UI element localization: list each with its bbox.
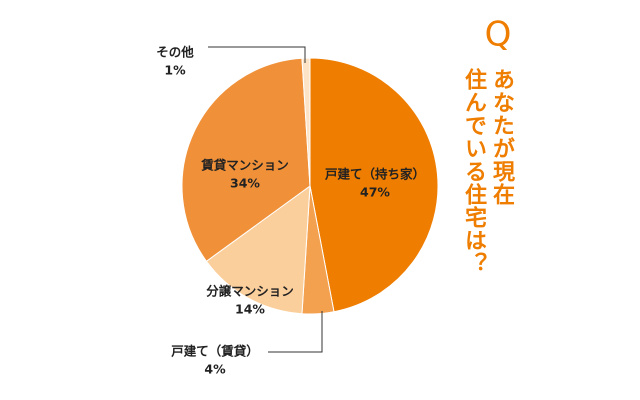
slice-label: 賃貸マンション	[200, 158, 289, 173]
q-mark: Q	[485, 15, 512, 55]
pie-slice	[301, 57, 311, 187]
slice-value: 4%	[204, 362, 226, 377]
pie-slice	[309, 57, 439, 313]
slice-label: 戸建て（持ち家）	[325, 167, 425, 182]
leader-line	[208, 46, 306, 63]
pie-slice	[181, 57, 311, 262]
slice-value: 47%	[360, 185, 390, 200]
slice-label: 分譲マンション	[206, 284, 294, 299]
leader-line	[268, 311, 323, 353]
title-line: 住んでいる住宅は？	[461, 68, 486, 275]
slice-label: 戸建て（賃貸）	[171, 344, 259, 359]
slice-value: 1%	[164, 63, 186, 78]
pie-slice	[205, 184, 311, 315]
slice-value: 14%	[235, 302, 265, 317]
slice-value: 34%	[230, 176, 260, 191]
slice-label: その他	[156, 45, 194, 60]
title-line: あなたが現在	[489, 68, 514, 206]
